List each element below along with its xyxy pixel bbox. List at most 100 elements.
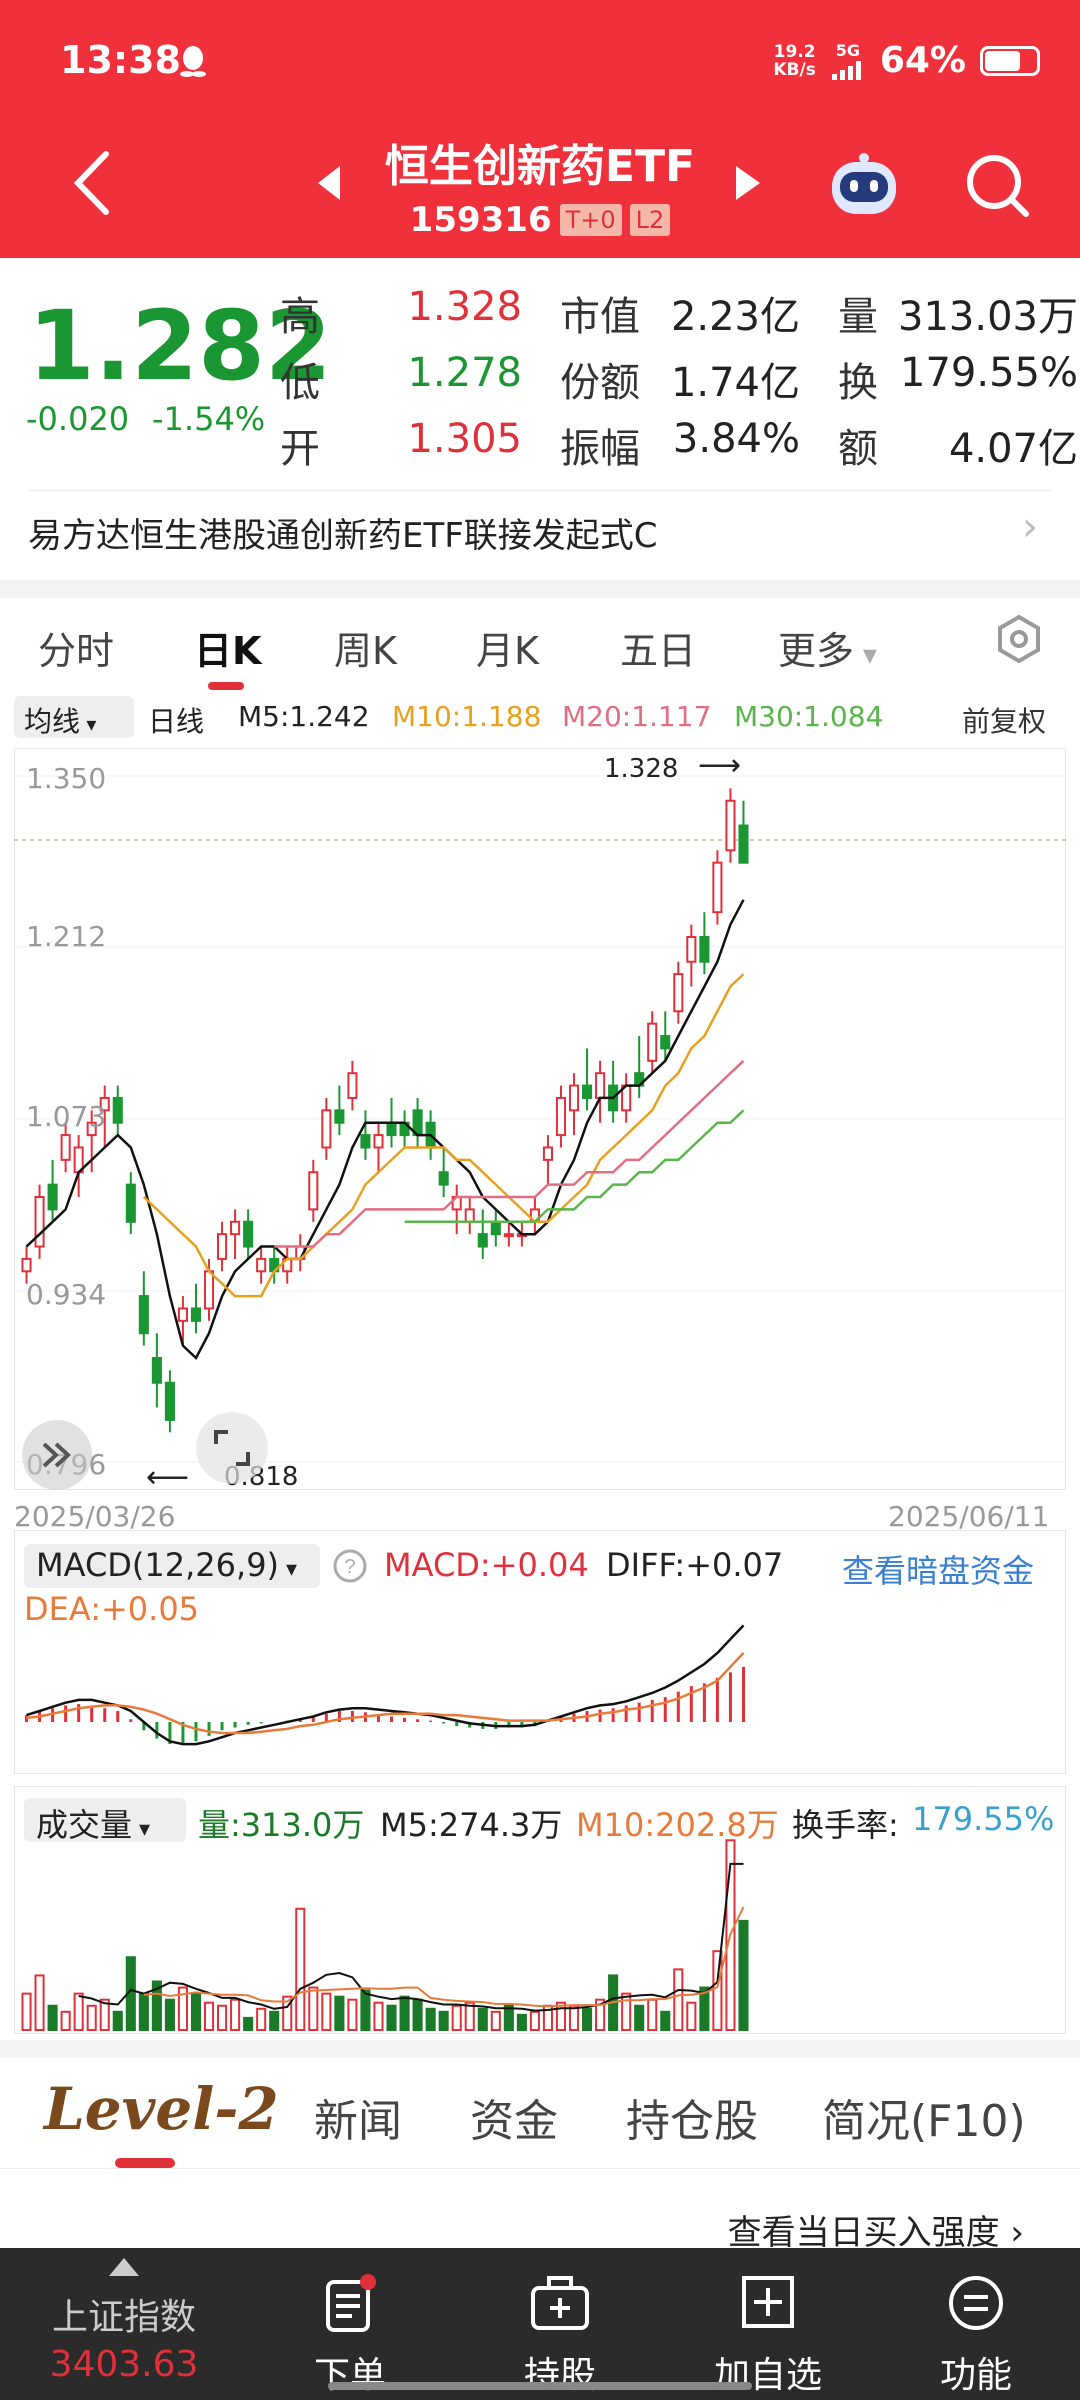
tab-funds[interactable]: 资金 — [470, 2096, 558, 2147]
volume-m5-line — [78, 1862, 744, 2012]
arrow-left-icon: ⟵ — [146, 1460, 190, 1495]
nav-order-label: 下单 — [313, 2355, 386, 2396]
fullscreen-icon[interactable] — [196, 1412, 268, 1484]
macd-selector[interactable] — [24, 1544, 320, 1588]
status-bar-right: 19.2 KB/s 5G 64% — [773, 40, 1040, 81]
buy-strength-link[interactable]: 查看当日买入强度 › — [727, 2213, 1024, 2253]
linked-fund-link[interactable]: 易方达恒生港股通创新药ETF联接发起式C — [28, 516, 658, 556]
volume-bar — [112, 2010, 123, 2031]
dark-pool-link[interactable]: 查看暗盘资金 — [842, 1552, 1035, 1590]
high-label: 高 — [280, 294, 320, 340]
volume-bar — [425, 2007, 436, 2031]
network-speed: 19.2 KB/s — [773, 41, 816, 80]
volume-bar — [21, 1992, 32, 2031]
divider — [28, 490, 1052, 491]
start-date: 2025/03/26 — [14, 1500, 176, 1533]
volume-bar — [621, 1992, 632, 2031]
ma5-value: M5:1.242 — [238, 700, 370, 733]
caret-up-icon — [109, 2258, 139, 2276]
open-value: 1.305 — [407, 416, 522, 462]
tab-more[interactable]: 更多 ▾ — [778, 629, 877, 673]
volume-bar — [217, 2004, 228, 2031]
volume-bar — [712, 1950, 723, 2031]
order-icon — [326, 2274, 376, 2332]
candle-body — [217, 1233, 228, 1260]
ma-selector-label[interactable]: 均线 ▾ — [24, 705, 97, 738]
volume-bar — [529, 2010, 540, 2031]
adjust-mode[interactable]: 前复权 — [962, 705, 1047, 738]
volume-bar — [347, 1998, 358, 2031]
candle-body — [464, 1208, 475, 1223]
arrow-right-icon: ⟶ — [698, 748, 742, 783]
nav-watchlist-label: 加自选 — [713, 2355, 822, 2396]
candle-body — [203, 1270, 215, 1310]
candle-body — [138, 1295, 149, 1335]
candle-body — [21, 1257, 32, 1273]
help-icon[interactable]: ? — [332, 1548, 368, 1588]
tab-intraday[interactable]: 分时 — [38, 629, 115, 673]
macd-panel[interactable] — [14, 1530, 1066, 1774]
robot-assistant-icon[interactable] — [826, 150, 902, 224]
candle-body — [725, 799, 736, 852]
candle-body — [360, 1134, 371, 1149]
tab-five-day[interactable]: 五日 — [620, 629, 697, 673]
expand-left-icon[interactable] — [22, 1420, 92, 1490]
share-value: 1.74亿 — [670, 360, 800, 406]
tab-news[interactable]: 新闻 — [314, 2096, 402, 2147]
tab-f10[interactable]: 简况(F10) — [822, 2096, 1026, 2147]
add-watchlist-icon — [742, 2276, 794, 2328]
nav-order[interactable]: 下单 — [250, 2248, 450, 2400]
volume-selector-label[interactable]: 成交量 ▾ — [36, 1806, 151, 1844]
candle-body — [555, 1096, 567, 1137]
candle-body — [373, 1134, 384, 1149]
nav-functions-label: 功能 — [939, 2355, 1012, 2396]
nav-watchlist[interactable]: 加自选 — [668, 2248, 868, 2400]
turn-label: 换 — [838, 360, 878, 406]
share-label: 份额 — [560, 360, 640, 406]
tab-holdings[interactable]: 持仓股 — [626, 2096, 758, 2147]
home-indicator — [328, 2382, 752, 2390]
volume-m10: M10:202.8万 — [576, 1806, 779, 1844]
volume-bar — [634, 2004, 645, 2031]
dea-value: DEA:+0.05 — [24, 1590, 200, 1628]
high-value: 1.328 — [407, 284, 522, 330]
volume-bar — [438, 2010, 449, 2031]
diff-line — [26, 1624, 745, 1746]
macd-selector-label[interactable]: MACD(12,26,9) ▾ — [36, 1546, 298, 1584]
nav-index[interactable]: 上证指数 3403.63 — [24, 2248, 224, 2400]
tab-monthly-k[interactable]: 月K — [476, 629, 539, 673]
volume-bar — [386, 2004, 397, 2031]
volume-selector[interactable] — [24, 1798, 186, 1842]
settings-icon[interactable] — [994, 614, 1044, 668]
bottom-nav: 上证指数 3403.63 下单 持股 加自选 功能 — [0, 2248, 1080, 2400]
volume-panel[interactable] — [14, 1786, 1066, 2034]
candle-body — [164, 1381, 175, 1421]
tab-level2[interactable]: Level-2 — [44, 2075, 279, 2143]
nav-position[interactable]: 持股 — [460, 2248, 660, 2400]
volume-bar — [190, 1992, 202, 2031]
nav-functions[interactable]: 功能 — [876, 2248, 1076, 2400]
volume-bar — [282, 1995, 293, 2031]
candle-body — [660, 1035, 671, 1050]
search-icon[interactable] — [964, 152, 1030, 222]
prev-fund-icon[interactable] — [318, 166, 342, 204]
tab-weekly-k[interactable]: 周K — [334, 629, 397, 673]
app-header: 13:38 19.2 KB/s 5G 64% 恒生创新药ETF 159316 T+… — [0, 0, 1080, 258]
next-fund-icon[interactable] — [736, 166, 760, 204]
candle-body — [34, 1196, 45, 1248]
y-tick-3: 1.073 — [26, 1100, 107, 1133]
tab-daily-k[interactable]: 日K — [194, 629, 262, 673]
candle-body — [503, 1233, 514, 1238]
candle-body — [47, 1183, 58, 1211]
svg-text:?: ? — [344, 1556, 355, 1578]
t0-tag: T+0 — [559, 204, 622, 236]
index-value: 3403.63 — [49, 2344, 199, 2385]
volume-bar — [295, 1907, 306, 2031]
fund-code-row: 159316 T+0 L2 — [0, 200, 1080, 240]
back-icon[interactable] — [72, 150, 112, 220]
ma-selector[interactable] — [14, 696, 134, 738]
candle-body — [86, 1121, 97, 1137]
ma20-line — [274, 1059, 745, 1248]
candle-body — [712, 861, 723, 914]
